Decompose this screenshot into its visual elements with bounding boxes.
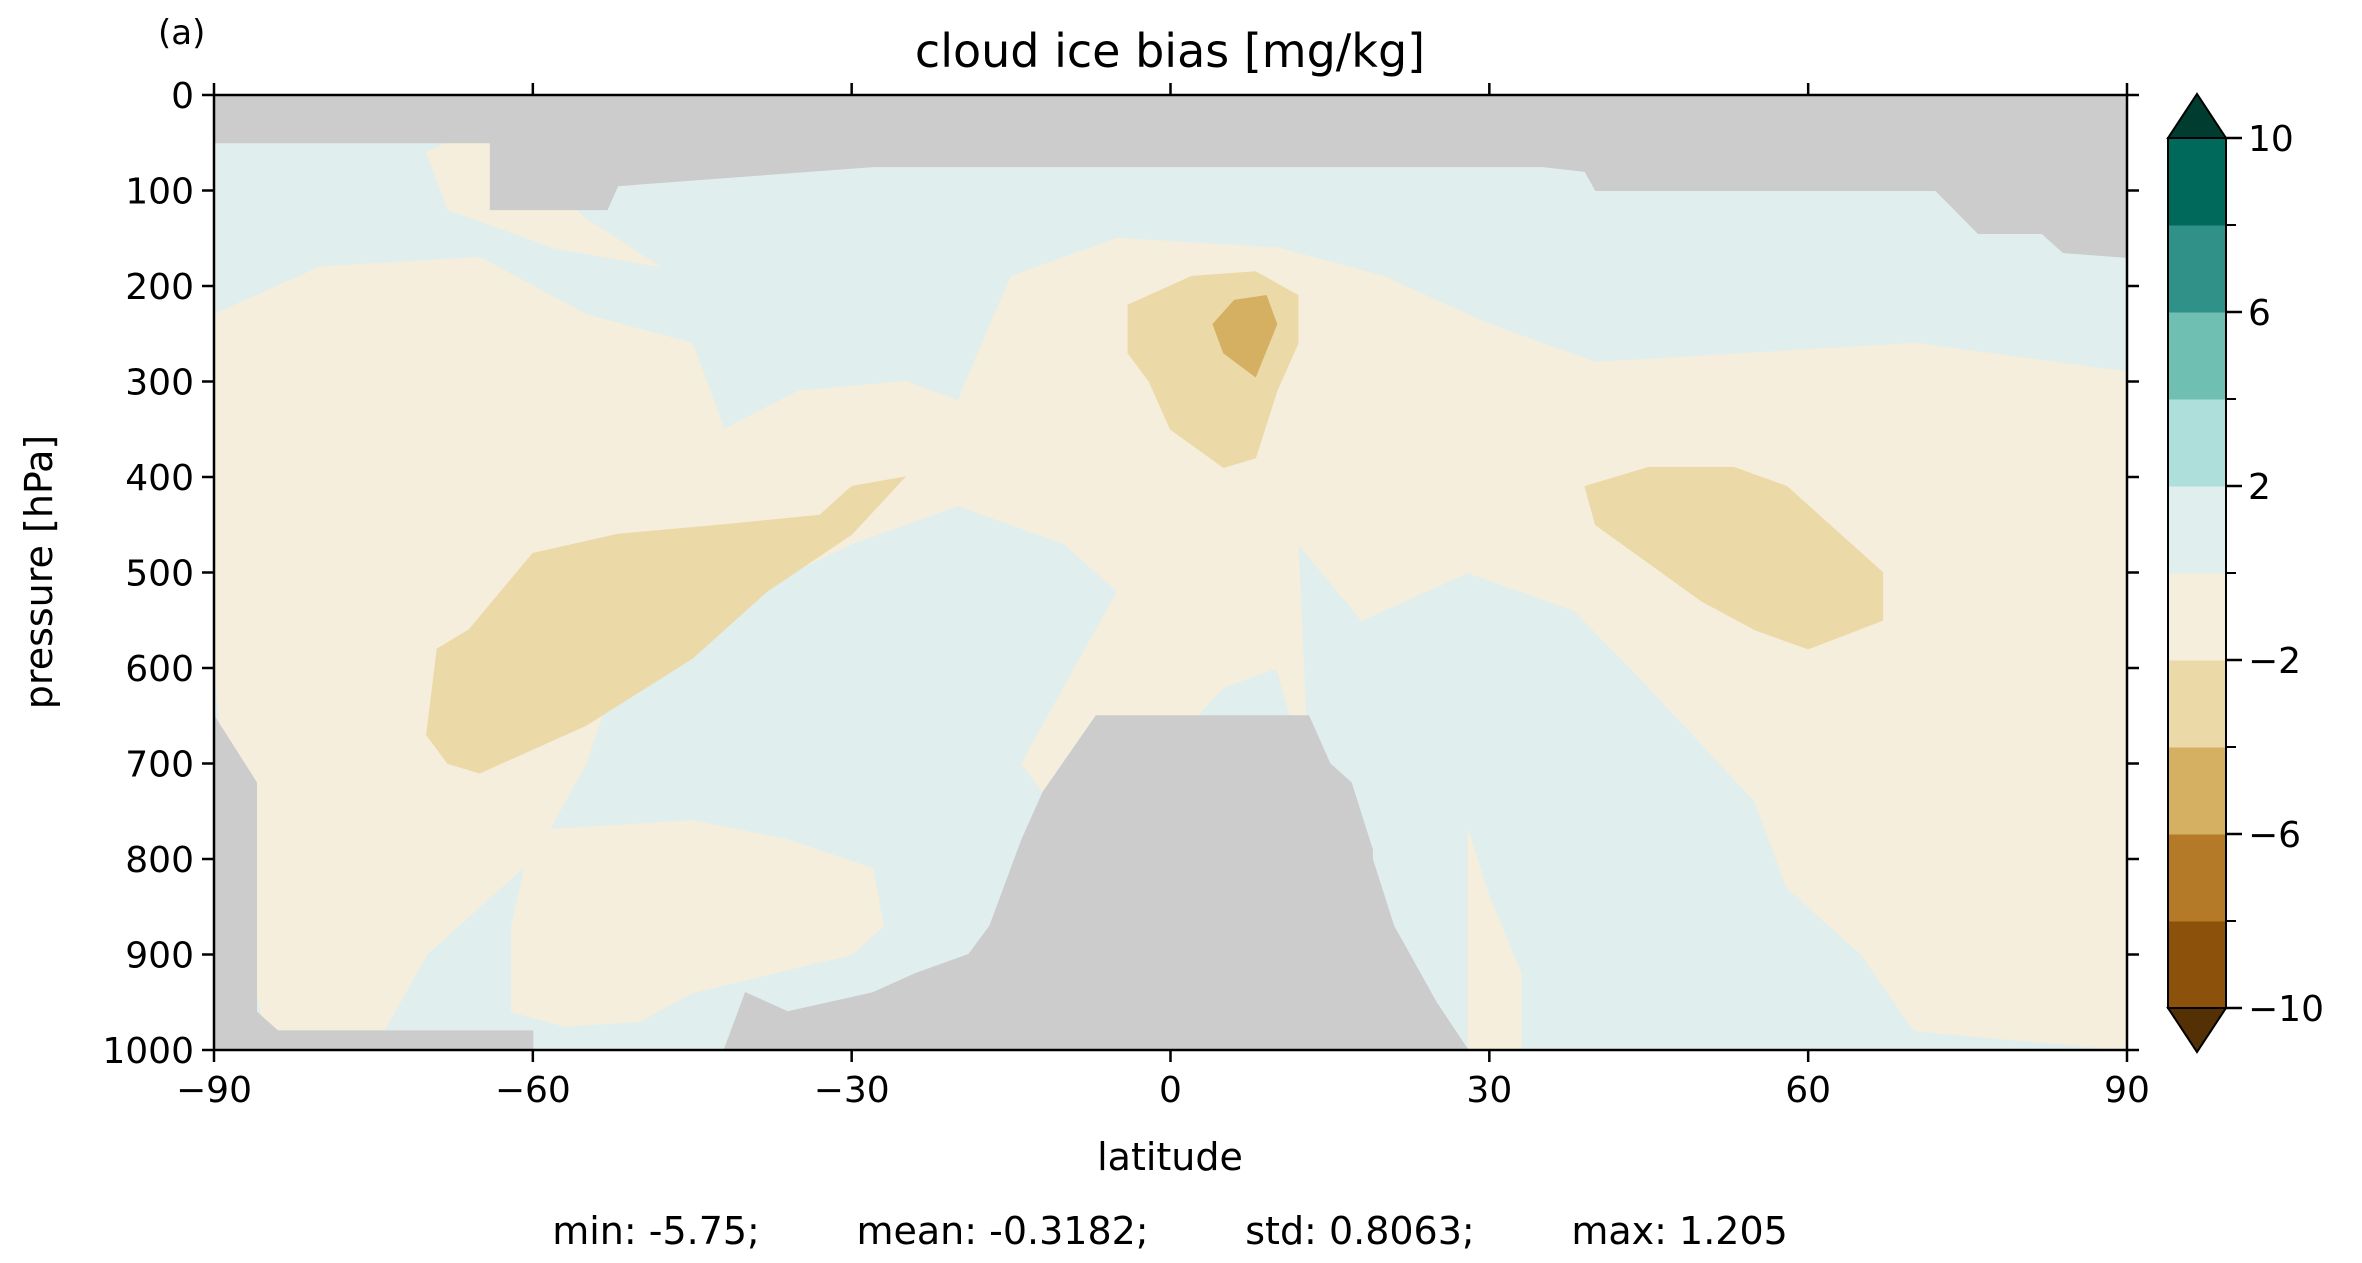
colorbar-bin xyxy=(2168,399,2226,487)
y-tick-label: 700 xyxy=(125,745,194,786)
colorbar: −10 −6 −2 2 6 10 xyxy=(2166,92,2324,1054)
colorbar-tick-label: −10 xyxy=(2248,989,2324,1030)
y-tick-label: 800 xyxy=(125,840,194,881)
x-tick-label: 30 xyxy=(1466,1070,1512,1111)
contour-region-8 xyxy=(1212,294,1278,378)
colorbar-tick-label: 2 xyxy=(2248,467,2271,508)
colorbar-tick-label: 6 xyxy=(2248,293,2271,334)
panel-label: (a) xyxy=(158,13,205,53)
x-tick-label: −60 xyxy=(495,1070,571,1111)
missing-data-region-11 xyxy=(723,715,1469,1050)
plot-area xyxy=(214,95,2127,1050)
colorbar-extend-max xyxy=(2166,92,2228,139)
y-axis-label: pressure [hPa] xyxy=(17,435,61,709)
y-tick-label: 600 xyxy=(125,649,194,690)
colorbar-tick-label: 10 xyxy=(2248,119,2294,160)
contour-region-5 xyxy=(426,476,907,774)
colorbar-extend-min xyxy=(2166,1007,2228,1054)
chart-title: cloud ice bias [mg/kg] xyxy=(915,24,1425,78)
x-tick-label: 0 xyxy=(1159,1070,1182,1111)
y-tick-label: 1000 xyxy=(102,1031,194,1072)
x-axis-label: latitude xyxy=(1097,1135,1243,1179)
y-tick-label: 0 xyxy=(171,76,194,117)
colorbar-tick-label: −6 xyxy=(2248,815,2301,856)
y-tick-label: 200 xyxy=(125,267,194,308)
y-tick-label: 300 xyxy=(125,363,194,404)
colorbar-bin xyxy=(2168,225,2226,313)
contour-region-3 xyxy=(1467,830,1522,1050)
contour-region-7 xyxy=(1584,466,1884,650)
y-tick-label: 500 xyxy=(125,554,194,595)
x-tick-label: −30 xyxy=(814,1070,890,1111)
y-tick-label: 100 xyxy=(125,172,194,213)
x-axis: −90 −60 −30 0 30 60 90 xyxy=(176,83,2150,1111)
missing-data-region-9 xyxy=(214,95,2127,258)
colorbar-bin xyxy=(2168,660,2226,748)
colorbar-bin xyxy=(2168,573,2226,661)
colorbar-bin xyxy=(2168,747,2226,835)
y-tick-label: 400 xyxy=(125,458,194,499)
contour-region-2 xyxy=(511,820,885,1027)
x-tick-label: 60 xyxy=(1785,1070,1831,1111)
missing-data-region-10 xyxy=(214,714,534,1050)
colorbar-bin xyxy=(2168,486,2226,574)
colorbar-tick-label: −2 xyxy=(2248,641,2301,682)
colorbar-bin xyxy=(2168,312,2226,400)
x-tick-label: −90 xyxy=(176,1070,252,1111)
colorbar-bin xyxy=(2168,138,2226,226)
y-tick-label: 900 xyxy=(125,936,194,977)
colorbar-bin xyxy=(2168,921,2226,1009)
stats-line: min: -5.75; mean: -0.3182; std: 0.8063; … xyxy=(552,1209,1788,1253)
x-tick-label: 90 xyxy=(2104,1070,2150,1111)
colorbar-bin xyxy=(2168,834,2226,922)
y-axis: 0 100 200 300 400 500 600 700 800 900 1000 xyxy=(102,76,2139,1072)
